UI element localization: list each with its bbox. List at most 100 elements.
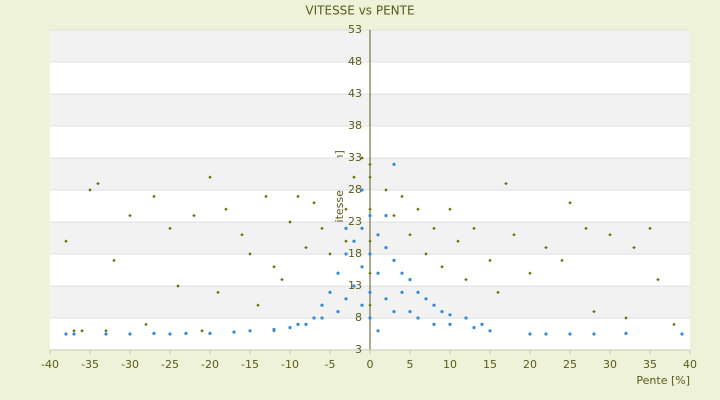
point [424,297,428,301]
point [632,245,636,250]
point [528,271,532,275]
x-tick-label: -35 [81,358,99,371]
point [336,310,340,314]
point [408,278,412,282]
point [568,201,572,205]
y-tick-label: 33 [348,151,362,164]
point [512,233,516,237]
point [224,207,228,211]
point [80,329,84,333]
point [400,290,404,294]
point [344,226,348,230]
point [288,326,292,330]
point [312,316,316,320]
point [104,332,108,336]
point [656,277,660,282]
point [320,303,324,307]
point [568,332,572,336]
point [112,258,116,263]
point [272,327,276,332]
point [448,322,452,326]
x-tick-label: 40 [683,358,697,371]
point [464,316,468,320]
x-tick-label: 5 [407,358,414,371]
point [328,290,332,294]
point [480,322,484,326]
point [176,284,180,288]
point [400,271,404,275]
point [128,332,132,336]
point [200,329,204,333]
point [208,175,212,179]
point [144,322,148,327]
point [432,322,436,326]
x-tick-label: 0 [367,358,374,371]
point [152,331,156,335]
x-tick-label: 25 [563,358,577,371]
point [240,233,244,237]
point [624,316,628,320]
x-tick-label: -5 [325,358,336,371]
point [528,332,532,336]
x-tick-label: -30 [121,358,139,371]
point [72,332,76,336]
x-tick-label: -40 [41,358,59,371]
point [336,271,340,275]
point [232,330,236,334]
point [360,226,364,230]
point [320,316,324,320]
point [208,331,212,335]
x-tick-label: 10 [443,358,457,371]
point [72,329,76,333]
point [248,252,252,256]
x-tick-label: -15 [241,358,259,371]
point [168,332,172,336]
point [584,226,588,231]
point [376,233,380,237]
point [392,258,396,262]
point [376,329,380,333]
point [472,326,476,330]
point [88,188,92,192]
y-tick-label: 43 [348,87,362,100]
point [392,162,396,166]
point [416,316,420,320]
x-tick-label: -25 [161,358,179,371]
point [488,329,492,333]
point [384,214,388,218]
x-tick-label: 15 [483,358,497,371]
point [680,332,684,336]
x-tick-label: 35 [643,358,657,371]
point [544,332,548,336]
point [448,313,452,317]
y-tick-label: 28 [348,183,362,196]
point [592,332,596,336]
point [184,331,188,335]
point [368,290,372,294]
point [168,226,172,231]
point [416,290,420,294]
point [368,316,372,320]
point [384,297,388,301]
point [152,194,156,199]
point [216,290,220,295]
point [440,310,444,314]
point [544,245,548,250]
point [648,226,652,231]
point [360,188,364,192]
point [104,329,108,333]
point [408,310,412,314]
y-tick-label: 23 [348,215,362,228]
chart-title: VITESSE vs PENTE [305,4,414,18]
point [368,214,372,218]
point [592,309,596,314]
x-axis-label: Pente [%] [636,374,690,387]
point [376,271,380,275]
point [352,239,356,243]
y-tick-label: 3 [355,343,362,356]
point [64,332,68,336]
x-tick-label: -10 [281,358,299,371]
point [304,322,308,326]
point [248,329,252,333]
